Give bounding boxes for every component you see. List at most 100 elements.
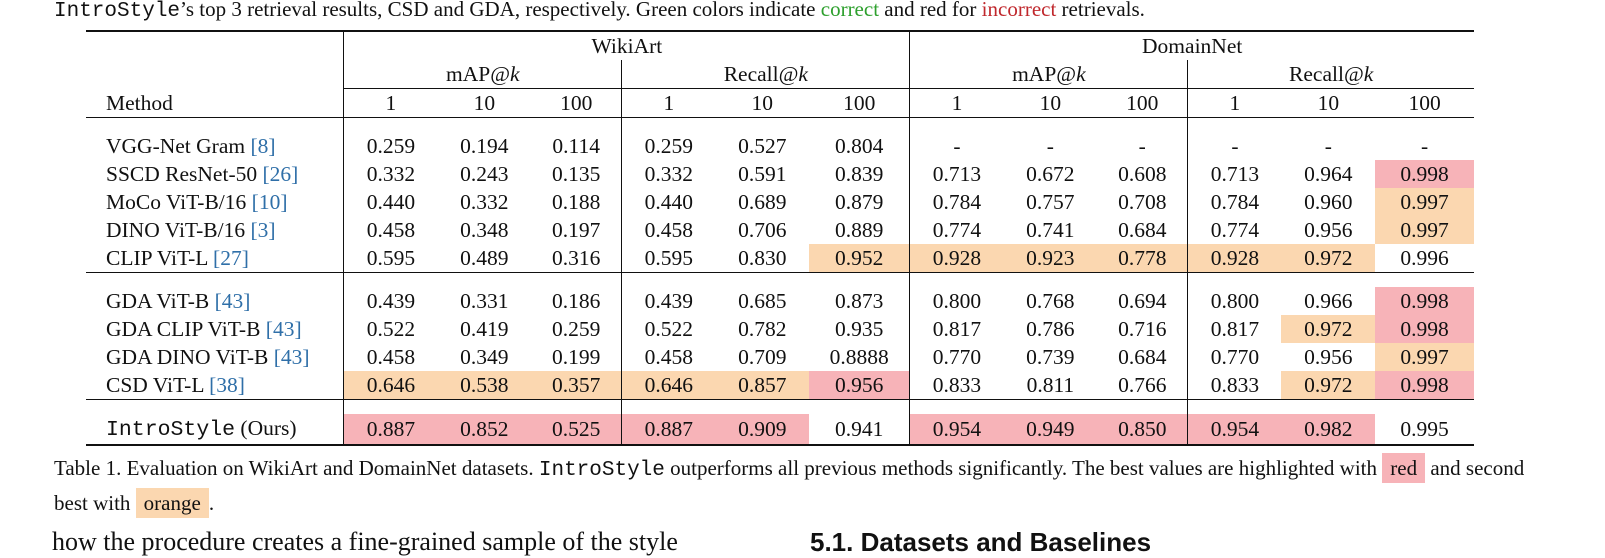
value-cell: 0.935 — [835, 317, 884, 341]
value-cell: 0.998 — [1375, 315, 1474, 343]
value-cell: 0.982 — [1281, 414, 1376, 446]
value-cell: 0.684 — [1118, 345, 1167, 369]
value-cell: 0.706 — [738, 218, 787, 242]
citation[interactable]: [43] — [265, 317, 302, 341]
value-cell: 0.770 — [909, 343, 1004, 371]
value-cell: 0.708 — [1118, 190, 1167, 214]
method-cell: VGG-Net Gram [8] — [106, 134, 276, 158]
value-cell: 0.716 — [1118, 317, 1167, 341]
caption-text: retrievals. — [1056, 0, 1145, 21]
k-header-row: Method 1 10 100 1 10 100 1 10 100 1 10 100 — [86, 88, 1474, 118]
correct-word: correct — [820, 0, 880, 21]
value-cell: 0.595 — [343, 244, 438, 273]
value-cell: - — [1187, 132, 1282, 160]
k-header: 1 — [343, 88, 438, 118]
value-cell: 0.889 — [835, 218, 884, 242]
value-cell: 0.739 — [1026, 345, 1075, 369]
table-caption: Table 1. Evaluation on WikiArt and Domai… — [54, 452, 1554, 519]
value-cell: 0.839 — [835, 162, 884, 186]
value-cell: 0.972 — [1281, 244, 1376, 273]
value-cell: 0.135 — [552, 162, 601, 186]
value-cell: 0.316 — [552, 246, 601, 270]
value-cell: 0.439 — [621, 287, 716, 315]
value-cell: 0.952 — [809, 244, 910, 273]
k-header: 100 — [531, 88, 622, 118]
value-cell: 0.672 — [1026, 162, 1075, 186]
value-cell: 0.114 — [552, 134, 600, 158]
value-cell: 0.458 — [621, 343, 716, 371]
value-cell: 0.923 — [1003, 244, 1098, 273]
citation[interactable]: [43] — [214, 289, 251, 313]
citation[interactable]: [27] — [213, 246, 249, 270]
value-cell: 0.850 — [1097, 414, 1188, 446]
value-cell: 0.857 — [715, 371, 810, 400]
value-cell: 0.522 — [621, 315, 716, 343]
value-cell: 0.782 — [738, 317, 787, 341]
value-cell: 0.774 — [909, 216, 1004, 244]
value-cell: 0.879 — [835, 190, 884, 214]
best-legend-chip: red — [1382, 453, 1426, 483]
value-cell: 0.928 — [1187, 244, 1282, 273]
value-cell: 0.243 — [460, 162, 509, 186]
table-row: GDA ViT-B [43] 0.439 0.331 0.186 0.439 0.685 0… — [86, 287, 1474, 315]
method-cell: DINO ViT-B/16 [3] — [106, 218, 276, 242]
value-cell: 0.458 — [343, 343, 438, 371]
method-name: IntroStyle — [54, 0, 181, 23]
value-cell: 0.8888 — [829, 345, 889, 369]
method-cell: SSCD ResNet-50 [26] — [106, 162, 299, 186]
value-cell: 0.954 — [909, 414, 1004, 446]
value-cell: 0.188 — [552, 190, 601, 214]
dataset-header: DomainNet — [909, 30, 1474, 60]
value-cell: 0.591 — [738, 162, 787, 186]
method-cell: GDA DINO ViT-B [43] — [106, 345, 310, 369]
value-cell: 0.684 — [1118, 218, 1167, 242]
value-cell: - — [1138, 134, 1146, 158]
value-cell: 0.786 — [1026, 317, 1075, 341]
value-cell: 0.997 — [1375, 343, 1474, 371]
citation[interactable]: [38] — [209, 373, 245, 397]
table-row: MoCo ViT-B/16 [10] 0.440 0.332 0.188 0.440 0.… — [86, 188, 1474, 216]
value-cell: 0.741 — [1026, 218, 1075, 242]
citation[interactable]: [26] — [262, 162, 299, 186]
value-cell: 0.332 — [460, 190, 509, 214]
value-cell: 0.770 — [1187, 343, 1282, 371]
citation[interactable]: [3] — [250, 218, 276, 242]
metric-header: Recall@k — [1187, 60, 1474, 89]
value-cell: 0.685 — [738, 289, 787, 313]
metric-header: mAP@k — [909, 60, 1188, 89]
value-cell: 0.419 — [460, 317, 509, 341]
k-header: 1 — [1187, 88, 1282, 118]
value-cell: 0.595 — [621, 244, 716, 273]
value-cell: 0.522 — [343, 315, 438, 343]
value-cell: 0.873 — [835, 289, 884, 313]
metric-header: Recall@k — [621, 60, 910, 89]
value-cell: 0.800 — [909, 287, 1004, 315]
value-cell: 0.713 — [909, 160, 1004, 188]
value-cell: 0.784 — [1187, 188, 1282, 216]
value-cell: 0.784 — [909, 188, 1004, 216]
value-cell: 0.332 — [621, 160, 716, 188]
method-cell: IntroStyle (Ours) — [86, 414, 344, 446]
k-header: 10 — [1003, 88, 1098, 118]
k-header: 10 — [1281, 88, 1376, 118]
citation[interactable]: [10] — [251, 190, 288, 214]
value-cell: 0.439 — [343, 287, 438, 315]
method-cell: GDA CLIP ViT-B [43] — [106, 317, 302, 341]
value-cell: 0.489 — [460, 246, 509, 270]
value-cell: 0.694 — [1118, 289, 1167, 313]
k-header: 1 — [909, 88, 1004, 118]
metric-header-row: mAP@k Recall@k mAP@k Recall@k — [86, 60, 1474, 89]
citation[interactable]: [43] — [273, 345, 310, 369]
value-cell: 0.186 — [552, 289, 601, 313]
value-cell: 0.646 — [343, 371, 438, 400]
value-cell: 0.997 — [1375, 216, 1474, 244]
method-cell: CSD ViT-L [38] — [106, 373, 245, 397]
citation[interactable]: [8] — [250, 134, 276, 158]
k-header: 10 — [715, 88, 810, 118]
value-cell: 0.440 — [343, 188, 438, 216]
value-cell: 0.852 — [437, 414, 532, 446]
k-header: 1 — [621, 88, 716, 118]
value-cell: 0.800 — [1187, 287, 1282, 315]
value-cell: 0.348 — [460, 218, 509, 242]
value-cell: 0.766 — [1118, 373, 1167, 397]
